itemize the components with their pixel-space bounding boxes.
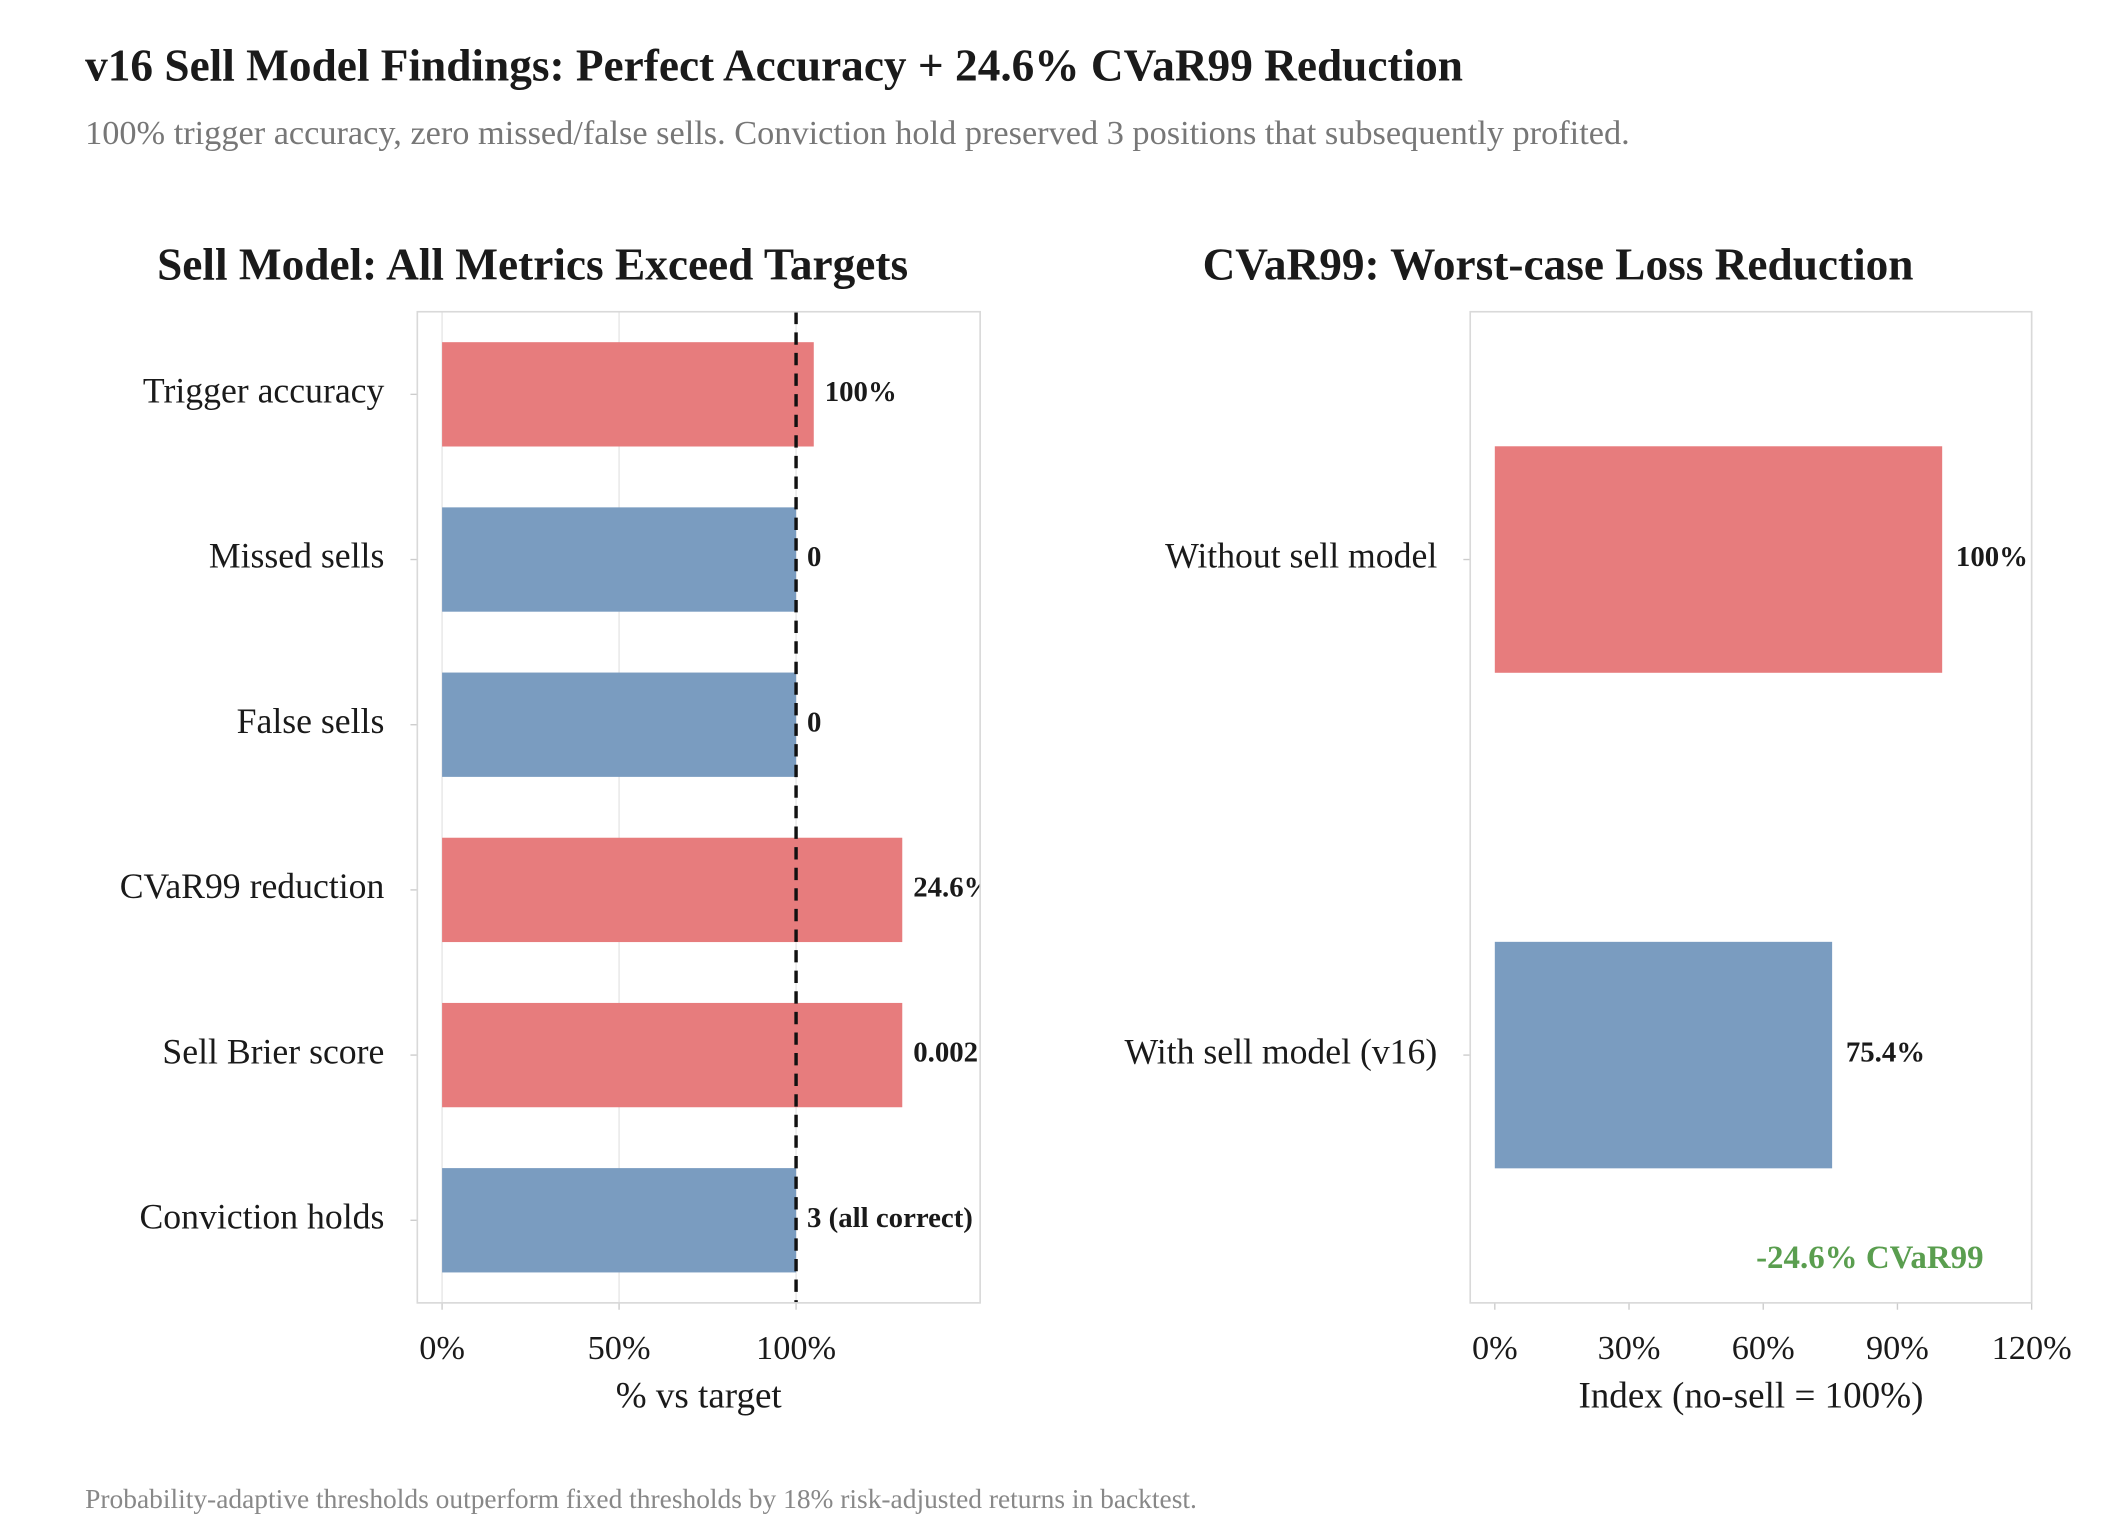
annotation: -24.6% CVaR99 — [1756, 1240, 1984, 1276]
axes-frame — [1469, 310, 2033, 1304]
x-tick-label: 30% — [1598, 1329, 1661, 1367]
axes-frame — [416, 310, 981, 1304]
bar — [442, 342, 814, 447]
y-tick-label: CVaR99 reduction — [120, 866, 385, 906]
figure-title: v16 Sell Model Findings: Perfect Accurac… — [85, 41, 1463, 91]
plot-area: 100% 0 0 24.6% 0.002 3 (all correct) — [442, 342, 992, 1273]
plot-area: 100% 75.4% — [1494, 446, 2028, 1169]
value-label: 24.6% — [913, 872, 992, 904]
x-axis-label: % vs target — [616, 1375, 783, 1416]
chart-title: Sell Model: All Metrics Exceed Targets — [157, 240, 908, 290]
x-axis-label: Index (no-sell = 100%) — [1578, 1375, 1923, 1416]
chart-title: CVaR99: Worst-case Loss Reduction — [1203, 240, 1914, 290]
y-tick-label: Conviction holds — [139, 1196, 384, 1236]
figure-subtitle: 100% trigger accuracy, zero missed/false… — [85, 114, 1630, 152]
value-label: 0.002 — [913, 1037, 978, 1069]
x-tick-label: 60% — [1732, 1329, 1795, 1367]
y-tick-label: Trigger accuracy — [143, 371, 385, 411]
value-label: 3 (all correct) — [807, 1202, 973, 1234]
value-label: 100% — [825, 376, 897, 408]
y-tick-label: Missed sells — [209, 536, 384, 576]
y-tick-label: Without sell model — [1165, 536, 1437, 576]
bar — [442, 837, 903, 943]
bar — [442, 672, 797, 777]
footnote: Probability-adaptive thresholds outperfo… — [85, 1484, 1197, 1514]
x-tick-label: 0% — [1472, 1329, 1518, 1367]
value-label: 0 — [807, 541, 821, 573]
x-tick-label: 50% — [588, 1329, 651, 1367]
value-label: 100% — [1956, 541, 2028, 573]
bar — [1494, 446, 1943, 673]
bar — [442, 1002, 903, 1108]
x-tick-label: 100% — [756, 1329, 836, 1367]
bar — [1494, 941, 1833, 1169]
x-tick-label: 90% — [1866, 1329, 1929, 1367]
y-tick-label: With sell model (v16) — [1124, 1031, 1437, 1071]
value-label: 75.4% — [1846, 1037, 1925, 1069]
y-tick-label: Sell Brier score — [162, 1031, 384, 1071]
bar — [442, 507, 797, 612]
y-tick-label: False sells — [237, 701, 385, 741]
value-label: 0 — [807, 706, 821, 738]
bar — [442, 1168, 797, 1273]
x-tick-label: 120% — [1992, 1329, 2072, 1367]
x-tick-label: 0% — [419, 1329, 465, 1367]
